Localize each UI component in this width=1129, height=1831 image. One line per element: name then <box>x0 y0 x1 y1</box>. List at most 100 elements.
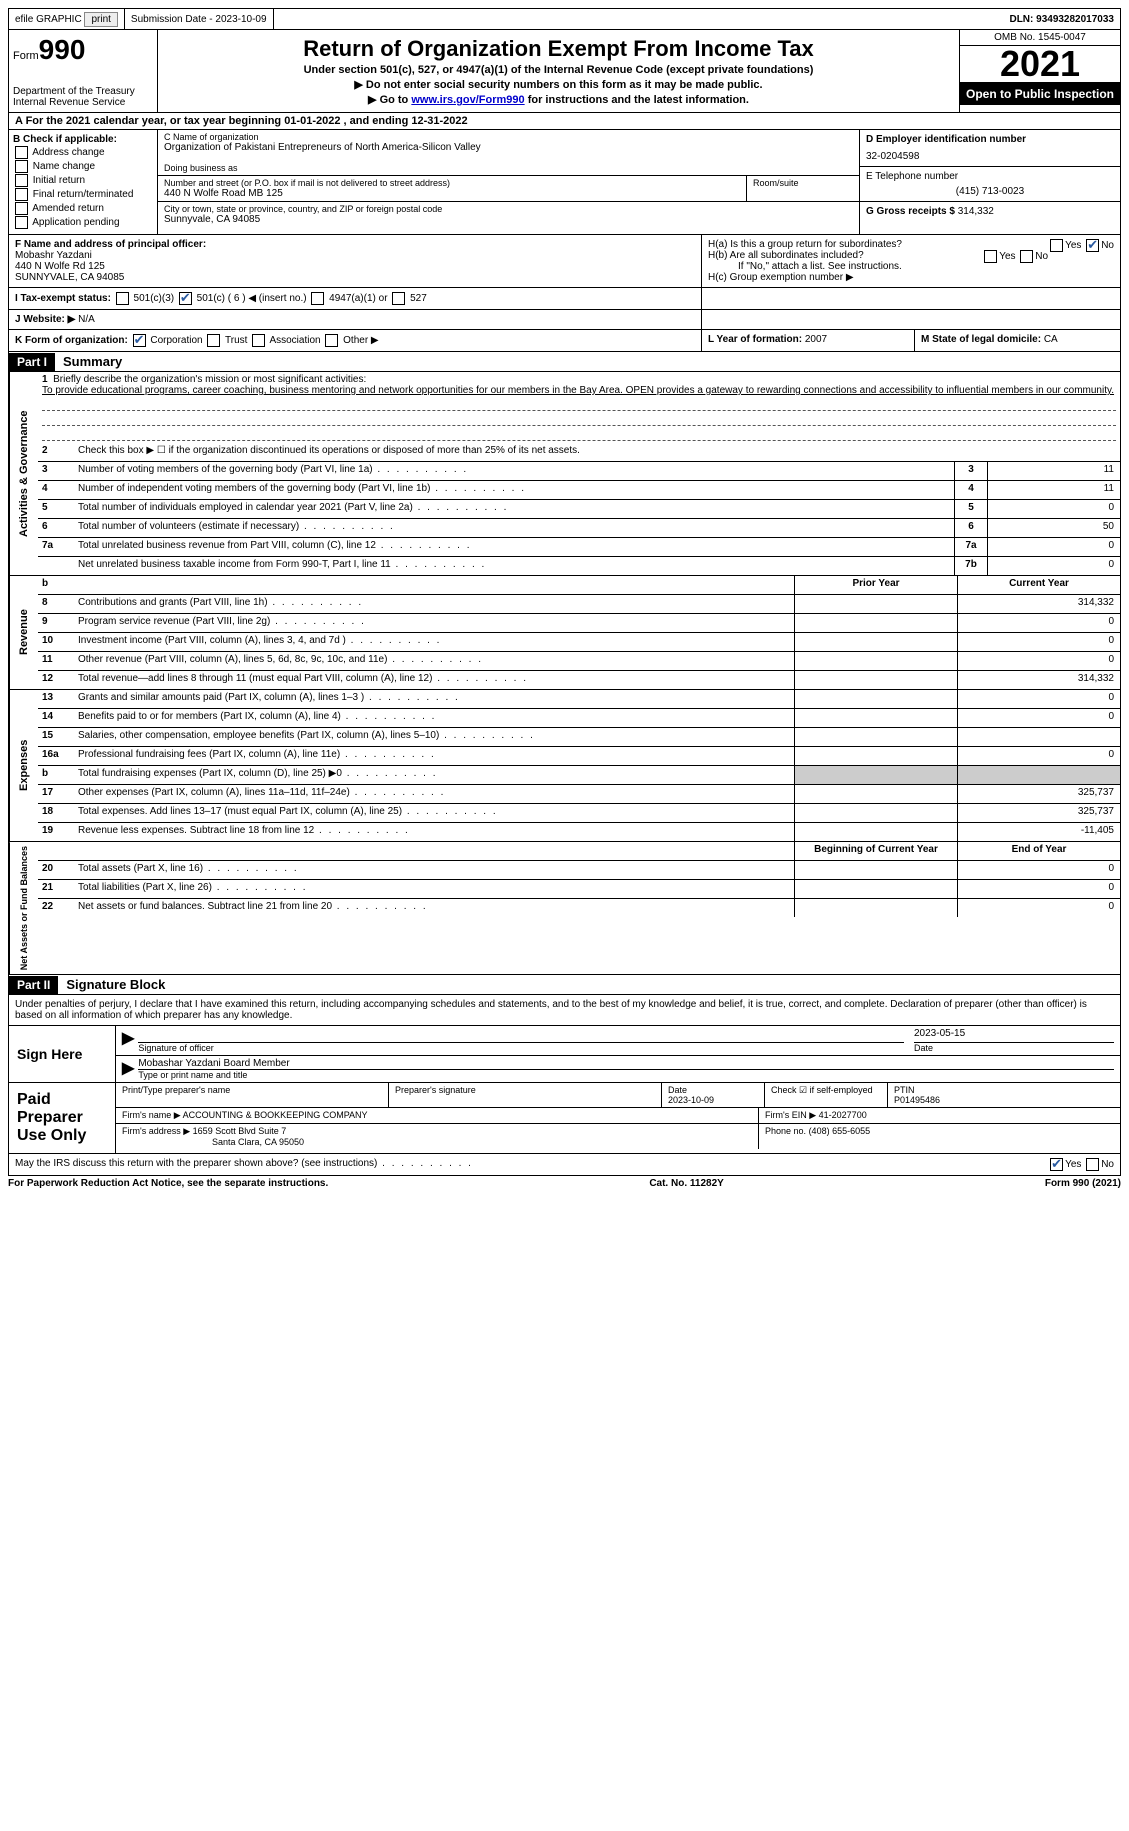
arrow-icon: ▶ <box>122 1028 134 1053</box>
part2-header-row: Part II Signature Block <box>8 975 1121 995</box>
cb-amended-return[interactable]: Amended return <box>13 202 153 215</box>
data-line: 12Total revenue—add lines 8 through 11 (… <box>38 671 1120 689</box>
mission-label: Briefly describe the organization's miss… <box>53 374 366 385</box>
data-line: bTotal fundraising expenses (Part IX, co… <box>38 766 1120 785</box>
part2-header: Part II <box>9 976 58 994</box>
officer-addr2: SUNNYVALE, CA 94085 <box>15 272 695 283</box>
gov-line: Net unrelated business taxable income fr… <box>38 557 1120 575</box>
date-label: Date <box>914 1043 1114 1053</box>
room-label: Room/suite <box>753 178 853 188</box>
prep-date: Date2023-10-09 <box>662 1083 765 1107</box>
officer-sig-row: ▶ Signature of officer 2023-05-15 Date <box>116 1026 1120 1056</box>
main-info: B Check if applicable: Address change Na… <box>8 130 1121 235</box>
prep-name: Print/Type preparer's name <box>116 1083 389 1107</box>
col-c: C Name of organization Organization of P… <box>158 130 859 234</box>
form-note2: ▶ Go to www.irs.gov/Form990 for instruct… <box>166 93 951 106</box>
footer-right: Form 990 (2021) <box>1045 1178 1121 1189</box>
open-inspection: Open to Public Inspection <box>960 83 1120 105</box>
prior-year-header: Prior Year <box>794 576 957 594</box>
col-b: B Check if applicable: Address change Na… <box>9 130 158 234</box>
year-formation-label: L Year of formation: <box>708 334 802 345</box>
principal-officer: F Name and address of principal officer:… <box>9 235 702 287</box>
section-a: A For the 2021 calendar year, or tax yea… <box>8 113 1121 130</box>
cb-name-change[interactable]: Name change <box>13 160 153 173</box>
rev-section: Revenue b Prior Year Current Year 8Contr… <box>8 576 1121 690</box>
h-section: H(a) Is this a group return for subordin… <box>702 235 1120 287</box>
paid-preparer-block: Paid Preparer Use Only Print/Type prepar… <box>8 1083 1121 1154</box>
side-gov: Activities & Governance <box>9 372 38 575</box>
form-number: 990 <box>39 34 86 65</box>
end-year-header: End of Year <box>957 842 1120 860</box>
website-label: J Website: ▶ <box>15 314 75 325</box>
gov-section: Activities & Governance 1 Briefly descri… <box>8 372 1121 576</box>
street-address: 440 N Wolfe Road MB 125 <box>164 188 740 199</box>
footer-left: For Paperwork Reduction Act Notice, see … <box>8 1178 328 1189</box>
print-button[interactable]: print <box>84 12 117 27</box>
data-line: 14Benefits paid to or for members (Part … <box>38 709 1120 728</box>
cb-discuss-yes[interactable] <box>1050 1158 1063 1171</box>
data-line: 22Net assets or fund balances. Subtract … <box>38 899 1120 917</box>
h-a: H(a) Is this a group return for subordin… <box>708 239 1114 250</box>
cb-trust[interactable] <box>207 334 220 347</box>
data-line: 13Grants and similar amounts paid (Part … <box>38 690 1120 709</box>
tax-year: 2021 <box>960 46 1120 83</box>
self-employed: Check ☑ if self-employed <box>765 1083 888 1107</box>
org-name-label: C Name of organization <box>164 132 853 142</box>
cb-discuss-no[interactable] <box>1086 1158 1099 1171</box>
paid-preparer-label: Paid Preparer Use Only <box>9 1083 115 1153</box>
cb-501c[interactable] <box>179 292 192 305</box>
form-note1: ▶ Do not enter social security numbers o… <box>166 78 951 91</box>
begin-year-header: Beginning of Current Year <box>794 842 957 860</box>
footer: For Paperwork Reduction Act Notice, see … <box>8 1176 1121 1191</box>
city-cell: City or town, state or province, country… <box>158 202 859 227</box>
irs-link[interactable]: www.irs.gov/Form990 <box>411 94 524 106</box>
current-year-header: Current Year <box>957 576 1120 594</box>
firm-address: Firm's address ▶ 1659 Scott Blvd Suite 7… <box>116 1124 759 1149</box>
rev-header: b Prior Year Current Year <box>38 576 1120 595</box>
cb-other[interactable] <box>325 334 338 347</box>
gov-line: 4Number of independent voting members of… <box>38 481 1120 500</box>
col-b-title: B Check if applicable: <box>13 134 153 145</box>
tel-value: (415) 713-0023 <box>866 186 1114 197</box>
col-d: D Employer identification number 32-0204… <box>859 130 1120 234</box>
cb-527[interactable] <box>392 292 405 305</box>
sign-here-block: Sign Here ▶ Signature of officer 2023-05… <box>8 1026 1121 1083</box>
side-net: Net Assets or Fund Balances <box>9 842 38 974</box>
org-name-cell: C Name of organization Organization of P… <box>158 130 859 176</box>
gov-line: 6Total number of volunteers (estimate if… <box>38 519 1120 538</box>
website-value: N/A <box>78 314 95 325</box>
data-line: 18Total expenses. Add lines 13–17 (must … <box>38 804 1120 823</box>
form-subtitle: Under section 501(c), 527, or 4947(a)(1)… <box>166 64 951 76</box>
cb-corporation[interactable] <box>133 334 146 347</box>
row-j: J Website: ▶ N/A <box>8 310 1121 330</box>
part1-header-row: Part I Summary <box>8 352 1121 372</box>
tax-exempt-label: I Tax-exempt status: <box>15 293 111 304</box>
sign-here-label: Sign Here <box>9 1026 115 1082</box>
header-center: Return of Organization Exempt From Incom… <box>158 30 959 112</box>
data-line: 15Salaries, other compensation, employee… <box>38 728 1120 747</box>
cb-association[interactable] <box>252 334 265 347</box>
footer-center: Cat. No. 11282Y <box>649 1178 723 1189</box>
tel-cell: E Telephone number (415) 713-0023 <box>860 167 1120 202</box>
cb-501c3[interactable] <box>116 292 129 305</box>
firm-name: Firm's name ▶ ACCOUNTING & BOOKKEEPING C… <box>116 1108 759 1123</box>
data-line: 11Other revenue (Part VIII, column (A), … <box>38 652 1120 671</box>
cb-address-change[interactable]: Address change <box>13 146 153 159</box>
dba-label: Doing business as <box>164 163 853 173</box>
submission-date: Submission Date - 2023-10-09 <box>125 9 274 29</box>
cb-application-pending[interactable]: Application pending <box>13 216 153 229</box>
firm-phone: Phone no. (408) 655-6055 <box>759 1124 1120 1149</box>
cb-4947[interactable] <box>311 292 324 305</box>
arrow-icon: ▶ <box>122 1058 134 1080</box>
side-exp: Expenses <box>9 690 38 841</box>
header-right: OMB No. 1545-0047 2021 Open to Public In… <box>959 30 1120 112</box>
prep-sig: Preparer's signature <box>389 1083 662 1107</box>
ptin: PTINP01495486 <box>888 1083 1120 1107</box>
data-line: 10Investment income (Part VIII, column (… <box>38 633 1120 652</box>
data-line: 17Other expenses (Part IX, column (A), l… <box>38 785 1120 804</box>
cb-initial-return[interactable]: Initial return <box>13 174 153 187</box>
row-f-h: F Name and address of principal officer:… <box>8 235 1121 288</box>
data-line: 8Contributions and grants (Part VIII, li… <box>38 595 1120 614</box>
cb-final-return[interactable]: Final return/terminated <box>13 188 153 201</box>
gov-line: 3Number of voting members of the governi… <box>38 462 1120 481</box>
